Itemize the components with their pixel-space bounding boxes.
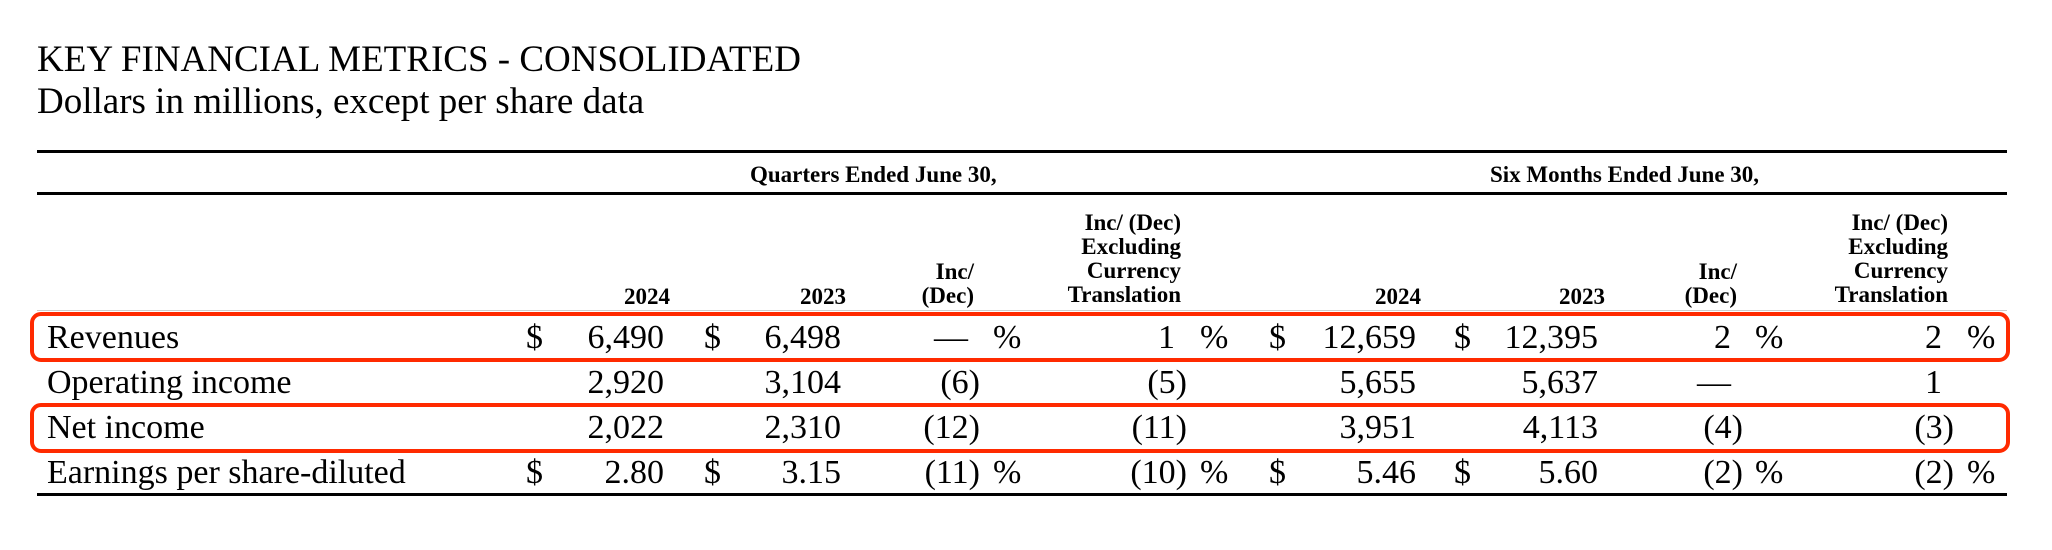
header-line: Inc/ (Dec) bbox=[1084, 210, 1181, 235]
header-line: Inc/ bbox=[935, 259, 974, 284]
currency-symbol: $ bbox=[704, 319, 721, 356]
percent-sign: % bbox=[1200, 454, 1229, 491]
group-rule bbox=[37, 192, 2007, 195]
page-subtitle: Dollars in millions, except per share da… bbox=[37, 81, 645, 122]
table-row-revenues: Revenues $ 6,490 $ 6,498 — % 1 % $ 12,65… bbox=[0, 315, 2052, 360]
highlight-box-net-income bbox=[30, 403, 2010, 453]
cell-s-inc: — bbox=[1697, 364, 1731, 401]
cell-q-excl: (10) bbox=[1130, 454, 1187, 491]
cell-s-2023: 4,113 bbox=[1522, 409, 1598, 446]
cell-q-2023: 3,104 bbox=[764, 364, 842, 401]
col-header-q-inc: Inc/ (Dec) bbox=[922, 260, 974, 308]
percent-sign: % bbox=[1200, 319, 1229, 356]
cell-q-excl: 1 bbox=[1158, 319, 1175, 356]
currency-symbol: $ bbox=[1269, 319, 1286, 356]
header-line: Translation bbox=[1834, 282, 1948, 307]
header-line: (Dec) bbox=[921, 283, 974, 308]
percent-sign: % bbox=[993, 319, 1022, 356]
cell-s-excl: 1 bbox=[1925, 364, 1942, 401]
header-line: Currency bbox=[1086, 258, 1181, 283]
percent-sign: % bbox=[1967, 319, 1996, 356]
cell-q-2024: 2,022 bbox=[587, 409, 665, 446]
cell-s-2024: 3,951 bbox=[1339, 409, 1417, 446]
row-label: Revenues bbox=[47, 319, 180, 356]
cell-s-excl: (3) bbox=[1914, 409, 1954, 446]
cell-s-2023: 12,395 bbox=[1504, 319, 1599, 356]
currency-symbol: $ bbox=[526, 454, 543, 491]
cell-q-inc: (12) bbox=[923, 409, 980, 446]
cell-s-inc: 2 bbox=[1714, 319, 1731, 356]
cell-q-excl: (5) bbox=[1147, 364, 1187, 401]
cell-s-excl: 2 bbox=[1925, 319, 1942, 356]
percent-sign: % bbox=[1967, 454, 1996, 491]
cell-s-inc: (2) bbox=[1703, 454, 1743, 491]
highlight-box-revenues bbox=[30, 312, 2010, 362]
cell-q-2023: 2,310 bbox=[764, 409, 842, 446]
col-header-q-2023: 2023 bbox=[800, 284, 846, 309]
col-header-s-inc: Inc/ (Dec) bbox=[1685, 260, 1737, 308]
currency-symbol: $ bbox=[704, 454, 721, 491]
header-line: Translation bbox=[1067, 282, 1181, 307]
group-header-quarters: Quarters Ended June 30, bbox=[750, 162, 997, 187]
page-title: KEY FINANCIAL METRICS - CONSOLIDATED bbox=[37, 39, 801, 80]
currency-symbol: $ bbox=[1454, 319, 1471, 356]
group-header-six-months: Six Months Ended June 30, bbox=[1490, 162, 1760, 187]
col-header-s-2024: 2024 bbox=[1375, 284, 1421, 309]
cell-q-inc: — bbox=[934, 319, 968, 356]
cell-s-excl: (2) bbox=[1914, 454, 1954, 491]
header-line: (Dec) bbox=[1684, 283, 1737, 308]
cell-q-inc: (11) bbox=[924, 454, 980, 491]
cell-q-2023: 3.15 bbox=[781, 454, 842, 491]
cell-q-2024: 2.80 bbox=[604, 454, 665, 491]
col-header-q-2024: 2024 bbox=[624, 284, 670, 309]
header-line: Excluding bbox=[1848, 234, 1948, 259]
bottom-rule bbox=[37, 493, 2007, 496]
col-header-s-2023: 2023 bbox=[1559, 284, 1605, 309]
table-row-net-income: Net income 2,022 2,310 (12) (11) 3,951 4… bbox=[0, 405, 2052, 450]
cell-q-2024: 2,920 bbox=[587, 364, 665, 401]
cell-q-2024: 6,490 bbox=[587, 319, 665, 356]
currency-symbol: $ bbox=[1454, 454, 1471, 491]
header-line: Inc/ (Dec) bbox=[1851, 210, 1948, 235]
cell-s-2024: 12,659 bbox=[1322, 319, 1417, 356]
cell-q-inc: (6) bbox=[940, 364, 980, 401]
table-row-eps-diluted: Earnings per share-diluted $ 2.80 $ 3.15… bbox=[0, 450, 2052, 495]
row-label: Earnings per share-diluted bbox=[47, 454, 406, 491]
header-line: Currency bbox=[1853, 258, 1948, 283]
col-header-s-excl-currency: Inc/ (Dec) Excluding Currency Translatio… bbox=[1835, 211, 1948, 307]
table-row-operating-income: Operating income 2,920 3,104 (6) (5) 5,6… bbox=[0, 360, 2052, 405]
cell-q-2023: 6,498 bbox=[764, 319, 842, 356]
cell-s-2024: 5.46 bbox=[1356, 454, 1417, 491]
header-line: Inc/ bbox=[1698, 259, 1737, 284]
percent-sign: % bbox=[1755, 319, 1784, 356]
col-header-q-excl-currency: Inc/ (Dec) Excluding Currency Translatio… bbox=[1068, 211, 1181, 307]
cell-s-2024: 5,655 bbox=[1339, 364, 1417, 401]
cell-s-inc: (4) bbox=[1703, 409, 1743, 446]
row-label: Operating income bbox=[47, 364, 292, 401]
cell-s-2023: 5,637 bbox=[1521, 364, 1599, 401]
header-line: Excluding bbox=[1081, 234, 1181, 259]
header-rule bbox=[37, 310, 2007, 311]
percent-sign: % bbox=[993, 454, 1022, 491]
top-rule bbox=[37, 150, 2007, 153]
currency-symbol: $ bbox=[526, 319, 543, 356]
percent-sign: % bbox=[1755, 454, 1784, 491]
cell-q-excl: (11) bbox=[1131, 409, 1187, 446]
currency-symbol: $ bbox=[1269, 454, 1286, 491]
row-label: Net income bbox=[47, 409, 205, 446]
cell-s-2023: 5.60 bbox=[1538, 454, 1599, 491]
